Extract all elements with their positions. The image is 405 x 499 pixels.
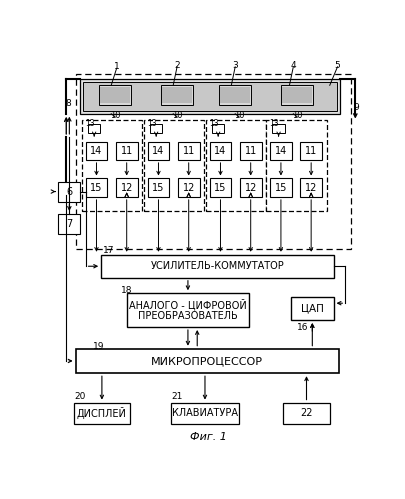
Bar	[74, 403, 130, 424]
Bar	[283, 403, 329, 424]
Bar	[101, 254, 333, 278]
Text: 19: 19	[93, 342, 104, 351]
Bar	[149, 124, 162, 133]
Text: 15: 15	[90, 183, 102, 193]
Bar	[80, 79, 339, 114]
Bar	[171, 403, 239, 424]
Text: 9: 9	[352, 103, 358, 112]
Bar	[290, 297, 333, 320]
Text: 6: 6	[66, 187, 72, 197]
Text: 11: 11	[120, 146, 132, 156]
Bar	[85, 179, 107, 197]
Bar	[280, 85, 313, 104]
Text: 12: 12	[304, 183, 317, 193]
Text: 4: 4	[290, 61, 295, 70]
Text: 3: 3	[232, 61, 237, 70]
Bar	[143, 120, 204, 211]
Bar	[75, 74, 351, 250]
Text: 1: 1	[113, 62, 119, 71]
Text: 17: 17	[103, 247, 115, 255]
Text: 12: 12	[120, 183, 132, 193]
Text: 12: 12	[244, 183, 256, 193]
Text: 21: 21	[171, 392, 182, 401]
Bar	[75, 349, 338, 373]
Bar	[115, 179, 137, 197]
Text: 8: 8	[65, 99, 70, 108]
Bar	[209, 142, 231, 160]
Bar	[160, 85, 193, 104]
Text: 2: 2	[174, 61, 179, 70]
Bar	[85, 142, 107, 160]
Bar	[239, 179, 261, 197]
Bar	[58, 182, 80, 202]
Bar	[218, 85, 251, 104]
Bar	[266, 120, 326, 211]
Text: ЦАП: ЦАП	[300, 303, 323, 313]
Text: 5: 5	[334, 61, 339, 70]
Bar	[58, 214, 80, 234]
Bar	[83, 82, 336, 111]
Text: 10: 10	[171, 111, 182, 120]
Bar	[147, 179, 169, 197]
Text: 15: 15	[274, 183, 286, 193]
Text: 10: 10	[233, 111, 244, 120]
Bar	[209, 179, 231, 197]
Bar	[239, 142, 261, 160]
Bar	[147, 142, 169, 160]
Text: 18: 18	[120, 286, 132, 295]
Text: 13: 13	[147, 119, 156, 128]
Text: 10: 10	[110, 111, 120, 120]
Bar	[177, 179, 199, 197]
Bar	[300, 142, 321, 160]
Text: УСИЛИТЕЛЬ-КОММУТАТОР: УСИЛИТЕЛЬ-КОММУТАТОР	[150, 261, 284, 271]
Bar	[126, 293, 249, 327]
Bar	[81, 120, 142, 211]
Bar	[88, 124, 100, 133]
Text: 14: 14	[214, 146, 226, 156]
Bar	[98, 85, 131, 104]
Text: 20: 20	[74, 392, 85, 401]
Bar	[162, 87, 191, 103]
Bar	[269, 179, 291, 197]
Text: МИКРОПРОЦЕССОР: МИКРОПРОЦЕССОР	[151, 356, 263, 366]
Text: 22: 22	[300, 408, 312, 418]
Text: 14: 14	[90, 146, 102, 156]
Bar	[177, 142, 199, 160]
Bar	[115, 142, 137, 160]
Text: 14: 14	[274, 146, 286, 156]
Text: 7: 7	[66, 219, 72, 229]
Bar	[300, 179, 321, 197]
Text: 13: 13	[85, 119, 94, 128]
Text: 11: 11	[244, 146, 256, 156]
Text: 14: 14	[152, 146, 164, 156]
Text: Фиг. 1: Фиг. 1	[189, 432, 226, 442]
Text: 13: 13	[269, 119, 278, 128]
Text: 10: 10	[291, 111, 302, 120]
Bar	[100, 87, 130, 103]
Bar	[205, 120, 266, 211]
Bar	[272, 124, 284, 133]
Text: КЛАВИАТУРА: КЛАВИАТУРА	[172, 408, 237, 418]
Bar	[220, 87, 249, 103]
Text: 11: 11	[304, 146, 316, 156]
Text: 16: 16	[296, 323, 308, 332]
Text: 15: 15	[152, 183, 164, 193]
Text: 15: 15	[214, 183, 226, 193]
Text: 11: 11	[182, 146, 194, 156]
Text: 13: 13	[208, 119, 218, 128]
Bar	[211, 124, 224, 133]
Bar	[282, 87, 311, 103]
Bar	[269, 142, 291, 160]
Text: ПРЕОБРАЗОВАТЕЛЬ: ПРЕОБРАЗОВАТЕЛЬ	[138, 311, 237, 321]
Text: ДИСПЛЕЙ: ДИСПЛЕЙ	[77, 407, 126, 419]
Text: АНАЛОГО - ЦИФРОВОЙ: АНАЛОГО - ЦИФРОВОЙ	[129, 298, 246, 310]
Text: 12: 12	[182, 183, 194, 193]
